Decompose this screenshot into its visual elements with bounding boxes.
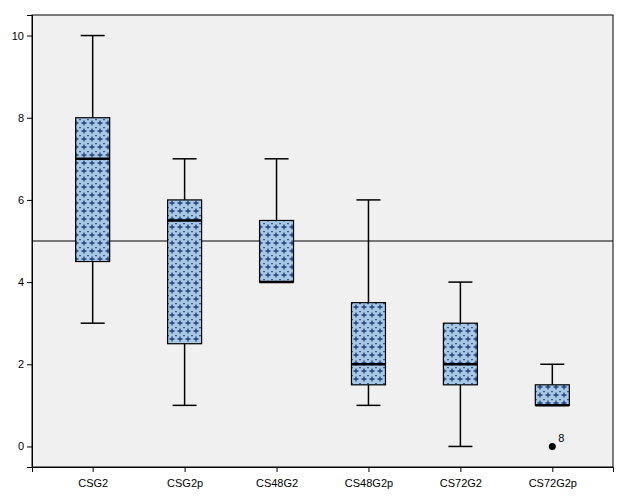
y-axis: 0 2 4 6 8 10 — [12, 16, 33, 468]
median — [168, 219, 202, 222]
y-axis-line — [27, 16, 33, 468]
y-tick-label: 2 — [18, 358, 24, 370]
box-group — [168, 159, 202, 406]
upper-cap — [540, 364, 564, 366]
box — [76, 118, 110, 262]
x-tick: CSG2 — [78, 467, 108, 489]
upper-whisker — [460, 282, 462, 323]
x-axis-line — [33, 468, 614, 473]
y-tick-mark — [27, 282, 32, 283]
upper-whisker — [276, 159, 278, 221]
box-group — [260, 159, 294, 282]
box-group — [535, 364, 569, 450]
y-tick-mark — [27, 36, 32, 37]
x-tick-mark — [552, 467, 553, 472]
lower-cap — [81, 322, 105, 324]
y-tick-label: 6 — [18, 194, 24, 206]
median — [351, 363, 385, 366]
y-tick-label: 0 — [18, 440, 24, 452]
x-tick-mark — [185, 467, 186, 472]
x-tick: CS48G2p — [345, 467, 393, 489]
lower-whisker — [92, 262, 94, 324]
upper-cap — [356, 199, 380, 201]
y-tick-mark — [27, 200, 32, 201]
x-tick-label: CS72G2p — [529, 477, 577, 489]
x-tick: CSG2p — [167, 467, 203, 489]
outlier-label: 8 — [558, 432, 564, 444]
x-tick-label: CSG2p — [167, 477, 203, 489]
box — [535, 385, 569, 406]
lower-whisker — [368, 385, 370, 406]
box-group — [443, 282, 477, 446]
median — [443, 363, 477, 366]
upper-cap — [448, 281, 472, 283]
y-tick-mark — [27, 446, 32, 447]
x-axis: CSG2 CSG2p CS48G2 CS48G2p CS72G2 CS72G2p — [33, 467, 614, 489]
y-tick: 10 — [12, 30, 32, 42]
x-tick: CS72G2p — [529, 467, 577, 489]
y-tick-mark — [27, 364, 32, 365]
x-tick-label: CS48G2 — [256, 477, 298, 489]
lower-cap — [173, 405, 197, 407]
x-tick-mark — [368, 467, 369, 472]
plot-frame — [32, 15, 613, 467]
upper-cap — [265, 158, 289, 160]
x-tick-mark — [277, 467, 278, 472]
y-tick-mark — [27, 118, 32, 119]
x-tick: CS48G2 — [256, 467, 298, 489]
upper-whisker — [368, 200, 370, 303]
x-tick: CS72G2 — [440, 467, 482, 489]
lower-cap — [448, 446, 472, 448]
outlier — [549, 443, 556, 450]
box-group — [351, 200, 385, 405]
y-tick: 0 — [18, 440, 32, 452]
lower-whisker — [184, 344, 186, 406]
plot-background — [32, 15, 613, 467]
x-tick-label: CS72G2 — [440, 477, 482, 489]
y-tick: 8 — [18, 112, 32, 124]
reference-line — [32, 241, 613, 242]
lower-cap — [356, 405, 380, 407]
box — [168, 200, 202, 344]
lower-whisker — [460, 385, 462, 447]
upper-whisker — [552, 364, 554, 385]
y-tick-label: 8 — [18, 112, 24, 124]
y-tick-label: 10 — [12, 30, 24, 42]
y-tick: 6 — [18, 194, 32, 206]
y-tick-label: 4 — [18, 276, 24, 288]
upper-cap — [81, 35, 105, 37]
box-group — [76, 36, 110, 324]
x-tick-mark — [460, 467, 461, 472]
median — [535, 404, 569, 407]
y-tick: 4 — [18, 276, 32, 288]
median — [76, 158, 110, 161]
y-tick: 2 — [18, 358, 32, 370]
upper-whisker — [184, 159, 186, 200]
box — [443, 323, 477, 385]
box — [351, 303, 385, 385]
x-tick-label: CS48G2p — [345, 477, 393, 489]
box — [260, 220, 294, 282]
x-tick-label: CSG2 — [78, 477, 108, 489]
x-tick-mark — [93, 467, 94, 472]
upper-whisker — [92, 36, 94, 118]
upper-cap — [173, 158, 197, 160]
median — [260, 281, 294, 284]
